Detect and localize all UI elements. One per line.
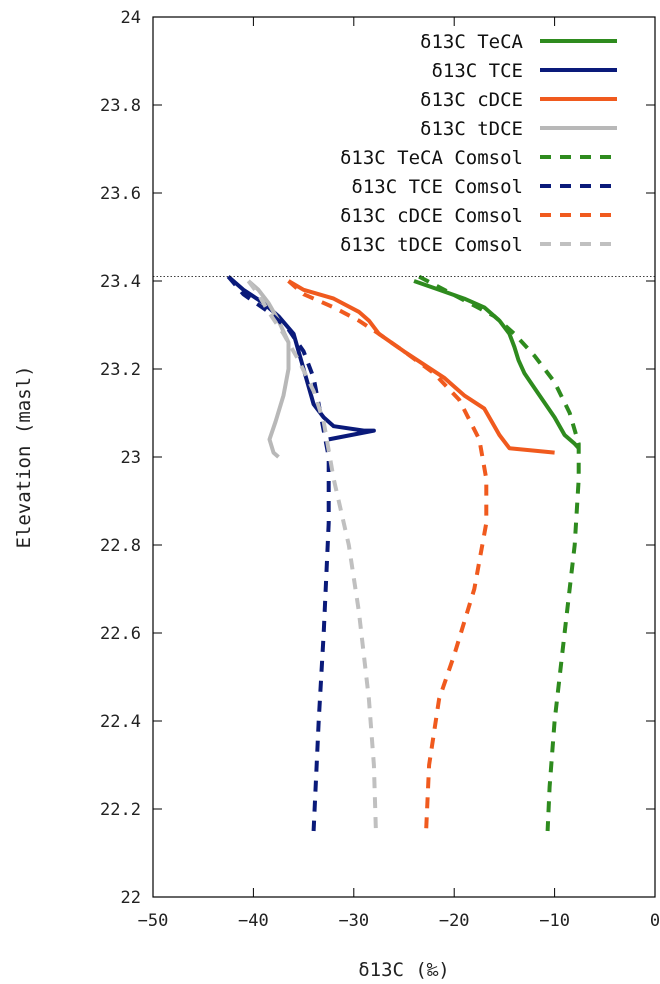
legend-label: δ13C TCE <box>431 60 523 82</box>
y-tick-label: 23 <box>121 448 141 468</box>
y-tick-label: 22.2 <box>100 800 141 820</box>
y-tick-label: 24 <box>121 8 141 28</box>
x-axis-title: δ13C (‰) <box>358 959 450 981</box>
series-line <box>247 279 291 459</box>
legend: δ13C TeCA δ13C TCE δ13C cDCE δ13C tDCE δ13C … <box>340 31 617 256</box>
x-tick-label: −50 <box>138 911 169 931</box>
legend-label: δ13C TeCA Comsol <box>340 147 523 169</box>
legend-label: δ13C tDCE <box>420 118 523 140</box>
x-tick-label: −20 <box>439 911 470 931</box>
x-tick-label: −40 <box>238 911 269 931</box>
y-tick-label: 23.2 <box>100 360 141 380</box>
x-tick-label: −30 <box>338 911 369 931</box>
series-line <box>226 275 331 832</box>
y-tick-label: 22.4 <box>100 712 141 732</box>
y-tick-label: 23.4 <box>100 272 141 292</box>
legend-label: δ13C cDCE Comsol <box>340 205 523 227</box>
legend-label: δ13C TeCA <box>420 31 524 53</box>
y-tick-label: 22 <box>121 888 141 908</box>
axes-layer: −50 −40 −30 −20 −10 0 22 22.2 22.4 22.6 22.8 23 23.2… <box>100 8 660 931</box>
legend-label: δ13C TCE Comsol <box>351 176 523 198</box>
series-line <box>413 279 581 450</box>
y-tick-label: 22.8 <box>100 536 141 556</box>
legend-label: δ13C tDCE Comsol <box>340 234 523 256</box>
series-line <box>287 279 489 832</box>
y-tick-label: 23.6 <box>100 184 141 204</box>
y-axis-title: Elevation (masl) <box>13 365 35 548</box>
x-tick-label: −10 <box>539 911 570 931</box>
series-layer <box>226 274 581 832</box>
y-tick-label: 23.8 <box>100 96 141 116</box>
legend-label: δ13C cDCE <box>420 89 523 111</box>
x-tick-label: 0 <box>650 911 660 931</box>
series-line <box>246 279 378 832</box>
series-line <box>226 275 376 442</box>
y-tick-label: 22.6 <box>100 624 141 644</box>
series-line <box>418 274 581 832</box>
